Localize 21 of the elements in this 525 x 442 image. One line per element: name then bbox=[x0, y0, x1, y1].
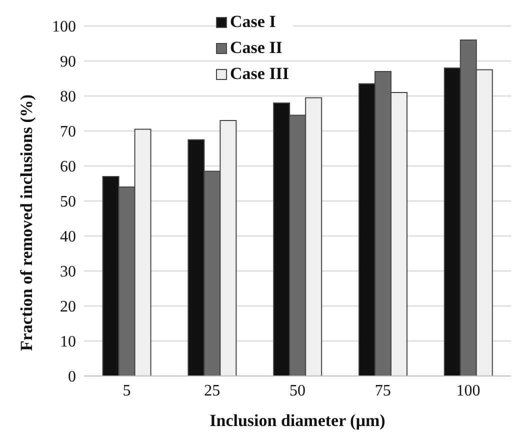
y-tick-label: 30 bbox=[60, 264, 76, 281]
legend-label: Case II bbox=[230, 38, 282, 58]
y-tick-label: 50 bbox=[60, 194, 76, 211]
y-tick-label: 0 bbox=[68, 368, 76, 386]
y-tick-label: 80 bbox=[60, 88, 76, 106]
x-tick-label: 75 bbox=[374, 382, 391, 400]
y-tick-label: 20 bbox=[60, 298, 76, 316]
y-tick-label: 40 bbox=[60, 228, 76, 246]
x-tick-label: 100 bbox=[456, 382, 480, 400]
y-tick-label: 60 bbox=[60, 158, 76, 176]
y-tick-label: 70 bbox=[60, 124, 76, 141]
y-axis-title: Fraction of removed inclusions (%) bbox=[17, 94, 36, 351]
x-tick-label: 5 bbox=[122, 382, 131, 400]
y-tick-label: 90 bbox=[60, 54, 76, 71]
x-tick-label: 25 bbox=[204, 382, 220, 400]
legend-label: Case III bbox=[230, 64, 290, 84]
y-tick-label: 10 bbox=[60, 334, 76, 351]
x-tick-label: 50 bbox=[290, 382, 306, 400]
x-axis-title: Inclusion diameter (µm) bbox=[210, 411, 386, 430]
y-tick-label: 100 bbox=[52, 18, 76, 36]
legend-label: Case I bbox=[230, 12, 276, 32]
